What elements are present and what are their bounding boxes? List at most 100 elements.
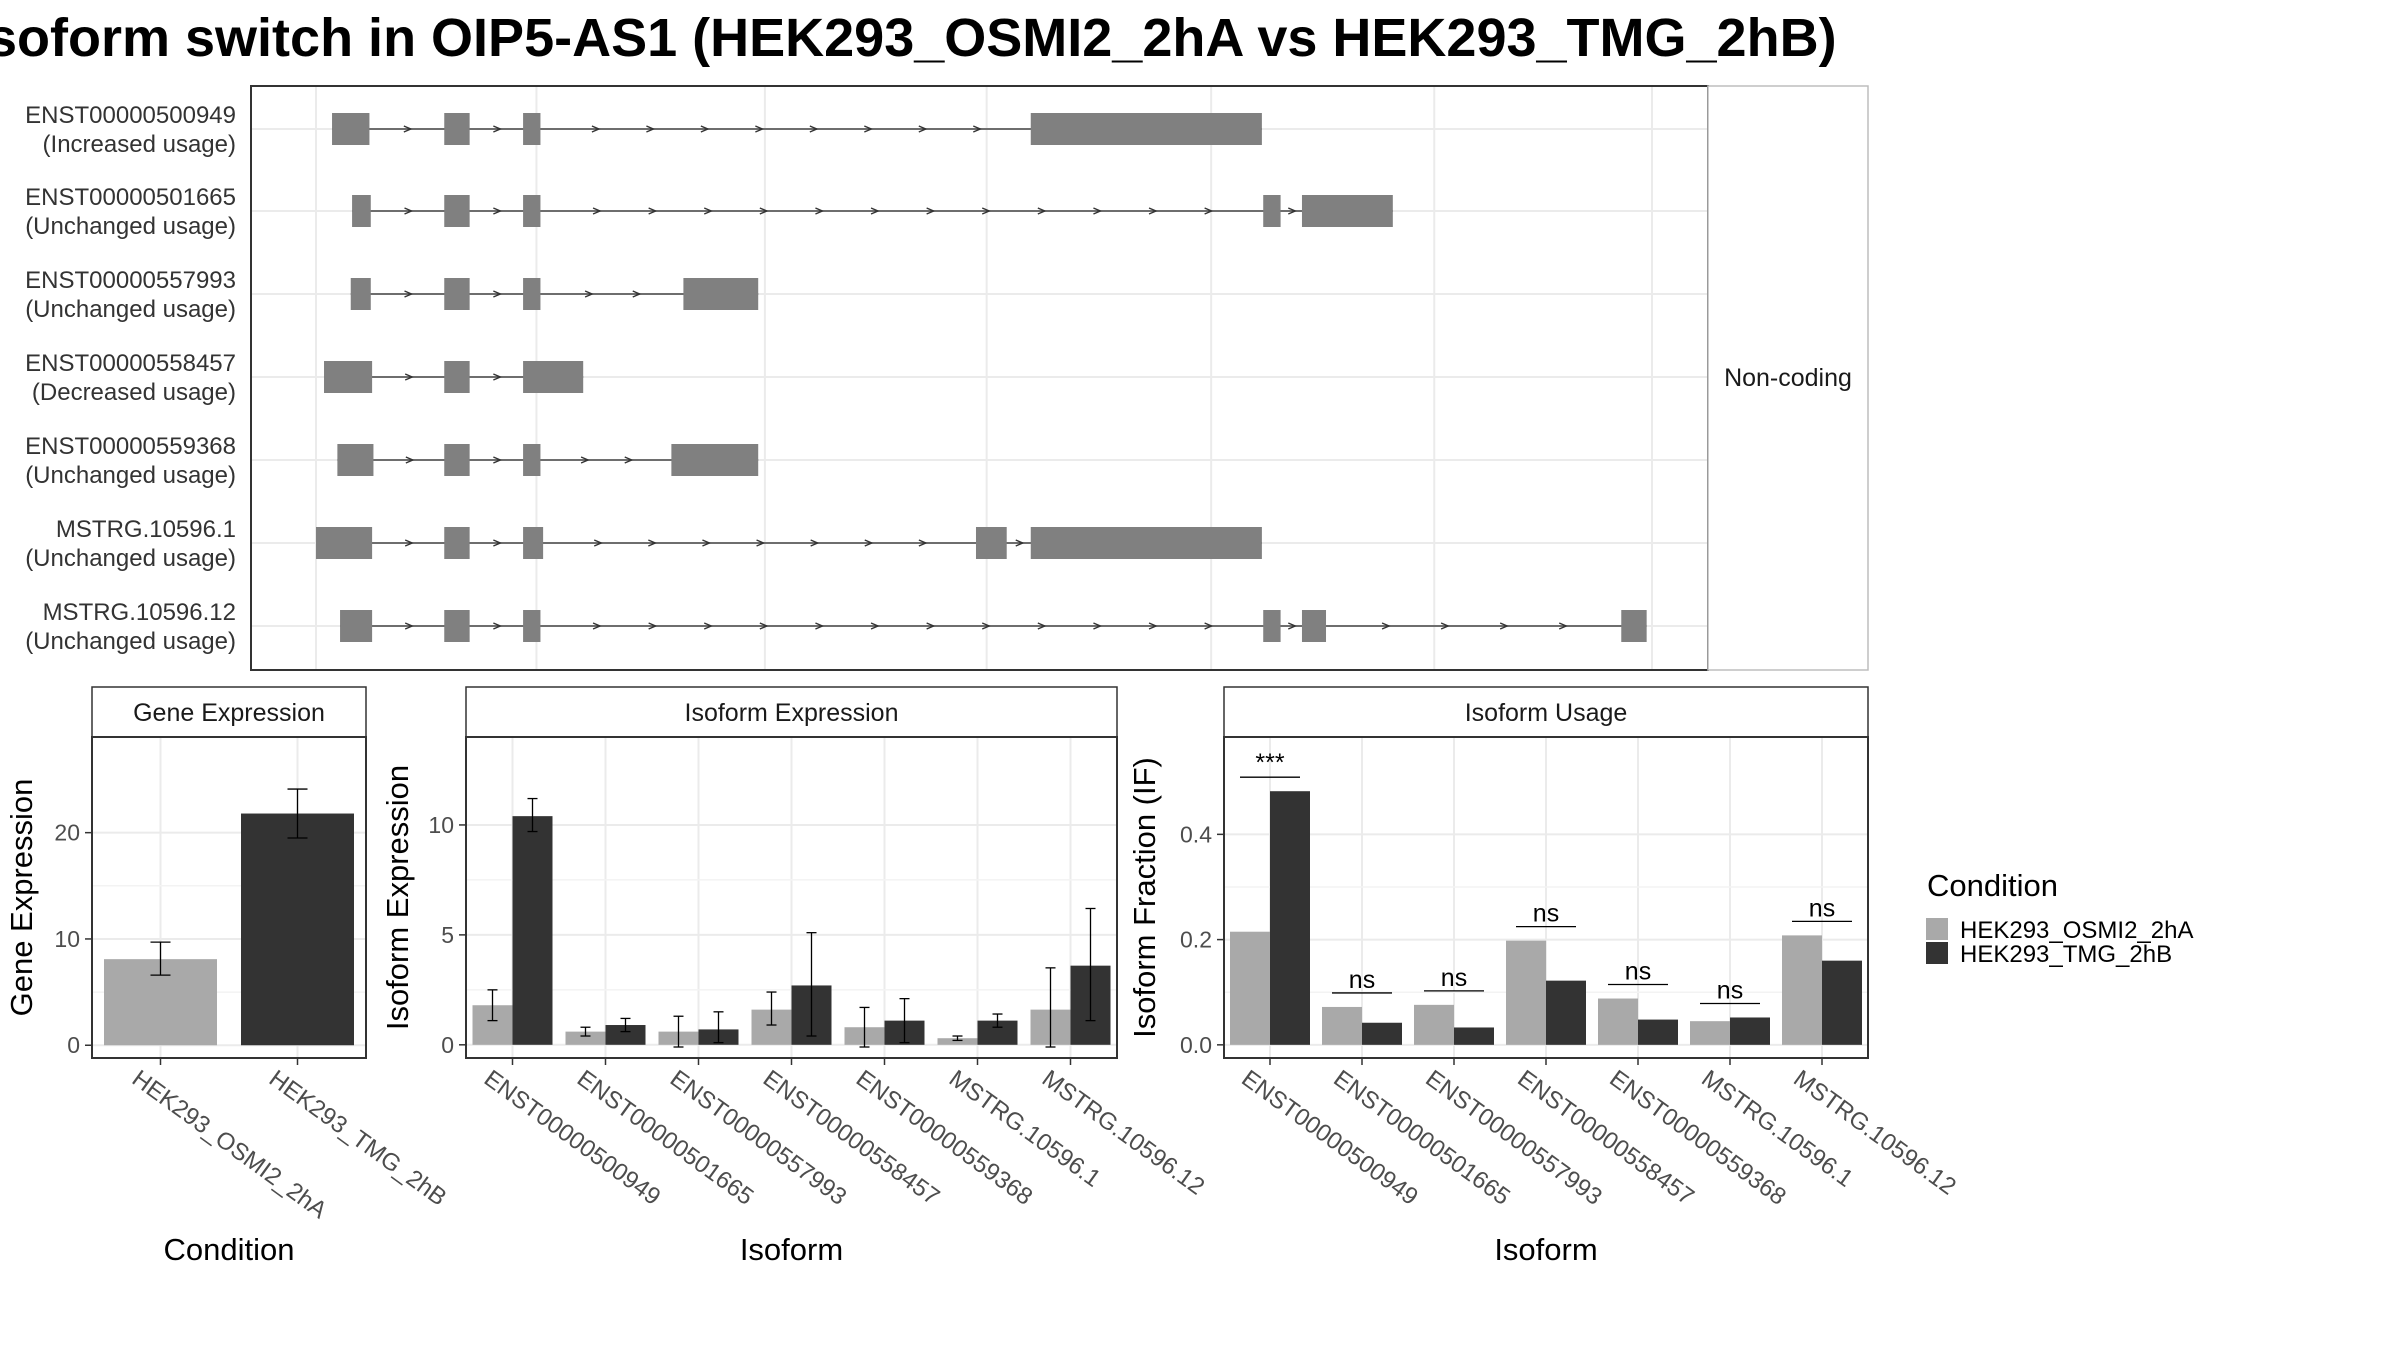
y-tick-label: 0 [67, 1032, 80, 1058]
intron-arrow [404, 622, 414, 630]
transcript-row: ENST00000558457(Decreased usage) [25, 350, 584, 406]
significance-label: ns [1717, 976, 1743, 1004]
data-bar [1506, 940, 1546, 1045]
exon-block [523, 444, 541, 476]
intron-arrow [648, 539, 658, 547]
intron-arrow [493, 456, 503, 464]
data-bar [1454, 1027, 1494, 1045]
exon-block [523, 610, 541, 642]
intron-arrow [493, 290, 503, 298]
intron-arrow [918, 539, 928, 547]
transcript-id-label: ENST00000559368 [25, 433, 236, 460]
intron-arrow [404, 290, 414, 298]
exon-block [1030, 527, 1262, 559]
x-axis-title: Isoform [1494, 1232, 1597, 1267]
transcript-usage-label: (Unchanged usage) [25, 628, 236, 655]
intron-arrow [404, 373, 414, 381]
exon-block [350, 278, 371, 310]
intron-arrow [1499, 622, 1509, 630]
exon-block [523, 195, 541, 227]
intron-arrow [493, 125, 503, 133]
intron-arrow [493, 373, 503, 381]
intron-arrow [1015, 539, 1025, 547]
intron-arrow [493, 622, 503, 630]
data-bar [1414, 1004, 1454, 1045]
legend-swatch-osmi2 [1926, 918, 1948, 940]
y-tick-label: 0.2 [1180, 927, 1212, 953]
intron-arrow [864, 125, 874, 133]
exon-block [444, 278, 470, 310]
y-tick-label: 0.4 [1180, 821, 1212, 847]
intron-arrow [809, 125, 819, 133]
data-bar [1322, 1006, 1362, 1045]
panel-strip [1223, 686, 1869, 738]
intron-arrow [1204, 207, 1214, 215]
exon-block [337, 444, 374, 476]
transcript-id-label: ENST00000557993 [25, 267, 236, 294]
intron-arrow [1204, 622, 1214, 630]
legend-item-osmi2: HEK293_OSMI2_2hA [1960, 917, 2193, 944]
transcript-usage-label: (Increased usage) [43, 131, 236, 158]
y-tick-label: 10 [54, 926, 80, 952]
legend-swatch-tmg [1926, 942, 1948, 964]
intron-arrow [759, 207, 769, 215]
legend-item-tmg: HEK293_TMG_2hB [1960, 941, 2172, 968]
significance-label: ns [1441, 964, 1467, 992]
significance-label: *** [1255, 749, 1284, 777]
exon-block [444, 610, 470, 642]
x-axis-title: Isoform [740, 1232, 843, 1267]
significance-label: ns [1625, 958, 1651, 986]
transcript-id-label: ENST00000558457 [25, 350, 236, 377]
x-tick-label: MSTRG.10596.12 [1788, 1065, 1960, 1201]
intron-arrow [756, 539, 766, 547]
data-bar [1730, 1017, 1770, 1045]
exon-block [352, 195, 371, 227]
intron-arrow [405, 456, 415, 464]
transcript-usage-label: (Unchanged usage) [25, 545, 236, 572]
intron-arrow [1288, 207, 1298, 215]
x-axis-title: Condition [164, 1232, 295, 1267]
panel-strip [91, 686, 367, 738]
x-tick-label: MSTRG.10596.12 [1037, 1065, 1209, 1201]
intron-arrow [1558, 622, 1568, 630]
exon-block [523, 278, 541, 310]
exon-block [1301, 610, 1327, 642]
intron-arrow [973, 125, 983, 133]
exon-block [683, 278, 759, 310]
transcript-usage-label: (Unchanged usage) [25, 462, 236, 489]
data-bar [1546, 980, 1586, 1045]
intron-arrow [702, 539, 712, 547]
transcript-row: ENST00000500949(Increased usage) [25, 102, 1262, 158]
y-tick-label: 10 [428, 812, 454, 838]
data-bar [1638, 1019, 1678, 1045]
transcript-id-label: ENST00000500949 [25, 102, 236, 129]
exon-block [444, 113, 470, 145]
transcript-id-label: MSTRG.10596.1 [56, 516, 236, 543]
intron-arrow [926, 207, 936, 215]
transcript-structure-panel: ENST00000500949(Increased usage)ENST0000… [25, 85, 1869, 671]
transcript-id-label: ENST00000501665 [25, 184, 236, 211]
intron-arrow [593, 539, 604, 547]
transcript-usage-label: (Decreased usage) [32, 379, 236, 406]
exon-block [1263, 195, 1281, 227]
panel-strip-label: Isoform Usage [1465, 699, 1628, 727]
data-bar [1270, 791, 1310, 1045]
y-tick-label: 0 [441, 1032, 454, 1058]
intron-arrow [404, 207, 414, 215]
intron-arrow [493, 539, 503, 547]
exon-block [316, 527, 373, 559]
intron-arrow [703, 622, 714, 630]
condition-legend: Condition HEK293_OSMI2_2hA HEK293_TMG_2h… [1926, 868, 2193, 968]
transcript-usage-label: (Unchanged usage) [25, 213, 236, 240]
exon-block [671, 444, 759, 476]
data-bar [565, 1031, 606, 1045]
significance-label: ns [1809, 894, 1835, 922]
data-bar [605, 1025, 646, 1045]
panel-border [91, 736, 367, 1059]
significance-label: ns [1349, 966, 1375, 994]
intron-arrow [1093, 207, 1103, 215]
intron-arrow [1440, 622, 1450, 630]
intron-arrow [592, 207, 602, 215]
data-bar [1598, 998, 1638, 1045]
transcript-row: MSTRG.10596.12(Unchanged usage) [25, 599, 1647, 655]
